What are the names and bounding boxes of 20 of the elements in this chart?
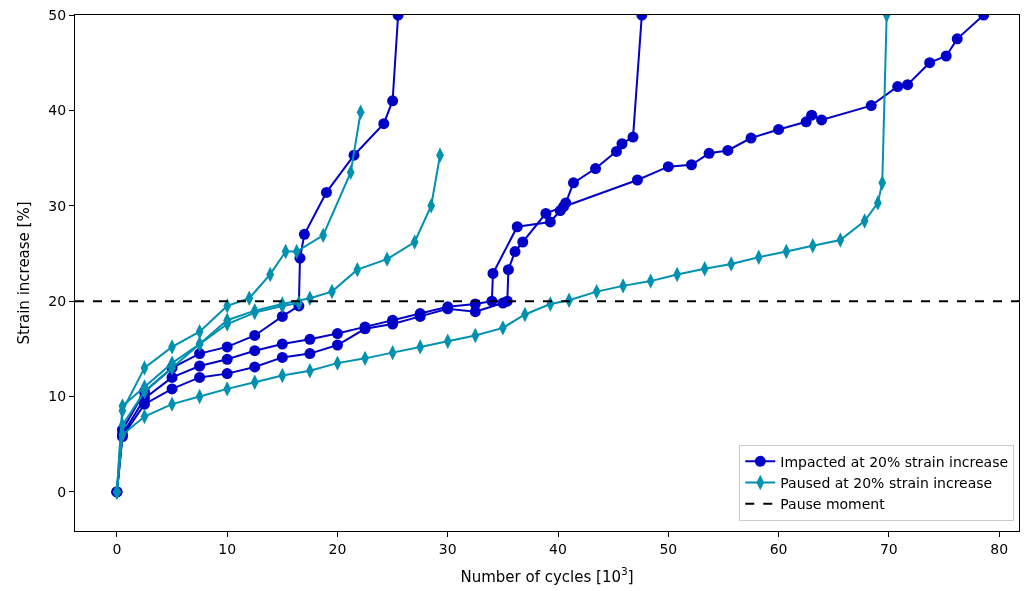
x-axis-title: Number of cycles [10$^{3}$] [460, 565, 634, 586]
y-tick-label: 10 [48, 388, 67, 405]
x-tick-label: 60 [769, 540, 788, 557]
y-tick-label: 30 [48, 197, 67, 214]
x-tick-label: 70 [879, 540, 898, 557]
legend-label: Paused at 20% strain increase [780, 474, 993, 491]
x-tick-label: 30 [438, 540, 457, 557]
x-tick-label: 50 [659, 540, 678, 557]
x-tick-label: 80 [990, 540, 1009, 557]
y-tick-label: 50 [48, 6, 67, 23]
x-tick-label: 10 [218, 540, 237, 557]
x-tick-label: 20 [328, 540, 347, 557]
x-tick-label: 40 [549, 540, 567, 557]
legend-label: Pause moment [780, 496, 886, 513]
y-tick-label: 20 [48, 293, 67, 310]
y-axis-title: Strain increase [%] [14, 201, 33, 345]
y-tick-label: 0 [57, 483, 67, 500]
y-tick-label: 40 [48, 102, 67, 119]
legend-label: Impacted at 20% strain increase [780, 453, 1009, 470]
x-tick-label: 0 [112, 540, 122, 557]
